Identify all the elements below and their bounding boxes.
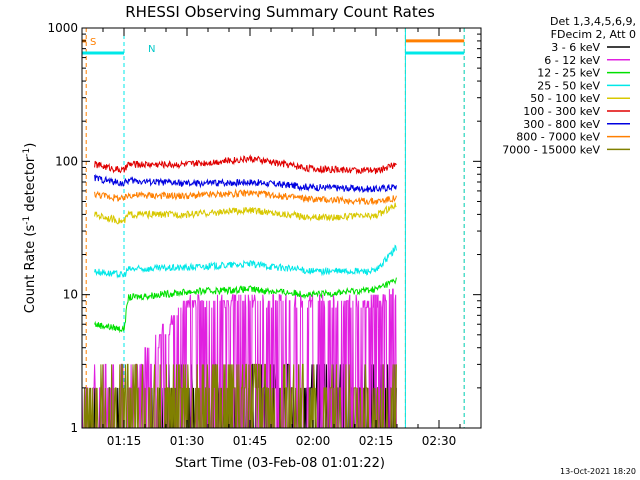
legend-label-1: 6 - 12 keV (544, 54, 600, 67)
legend-label-0: 3 - 6 keV (551, 41, 600, 54)
y-tick-label-1: 10 (63, 288, 78, 302)
series-line-5 (94, 154, 397, 175)
y-tick-label-2: 100 (55, 154, 78, 168)
x-tick-label-2: 01:45 (233, 434, 268, 448)
x-tick-label-3: 02:00 (296, 434, 331, 448)
x-axis-label: Start Time (03-Feb-08 01:01:22) (175, 456, 385, 471)
night-flag-label: N (148, 44, 155, 55)
timestamp: 13-Oct-2021 18:20 (560, 467, 636, 476)
series-line-7 (94, 188, 397, 206)
legend-label-8: 7000 - 15000 keV (502, 143, 600, 156)
legend: Det 1,3,4,5,6,9, FDecim 2, Att 0 3 - 6 k… (502, 15, 636, 156)
legend-label-4: 50 - 100 keV (530, 92, 600, 105)
plot-frame (81, 27, 482, 429)
x-tick-label-1: 01:30 (170, 434, 205, 448)
saa-flag-label: S (90, 37, 96, 48)
series-line-3 (94, 244, 397, 279)
x-tick-label-0: 01:15 (107, 434, 142, 448)
y-tick-label-0: 1 (70, 421, 78, 435)
series-line-2 (94, 277, 397, 334)
x-tick-label-5: 02:30 (422, 434, 457, 448)
axes: 1 10 100 1000 01:15 01:30 01:45 02:00 02:15 02:30 (47, 21, 482, 448)
legend-header-line-2: FDecim 2, Att 0 (551, 28, 636, 41)
y-axis-label: Count Rate (s-1 detector-1) (22, 143, 38, 314)
y-tick-label-3: 1000 (47, 21, 78, 35)
legend-label-6: 300 - 800 keV (523, 118, 600, 131)
legend-label-3: 25 - 50 keV (537, 79, 600, 92)
series-line-4 (94, 202, 397, 225)
legend-label-2: 12 - 25 keV (537, 67, 600, 80)
legend-header-line-1: Det 1,3,4,5,6,9, (550, 15, 636, 28)
legend-label-7: 800 - 7000 keV (516, 131, 600, 144)
series-line-6 (94, 173, 397, 194)
legend-label-5: 100 - 300 keV (523, 105, 600, 118)
x-tick-label-4: 02:15 (359, 434, 394, 448)
chart-title: RHESSI Observing Summary Count Rates (125, 3, 435, 21)
